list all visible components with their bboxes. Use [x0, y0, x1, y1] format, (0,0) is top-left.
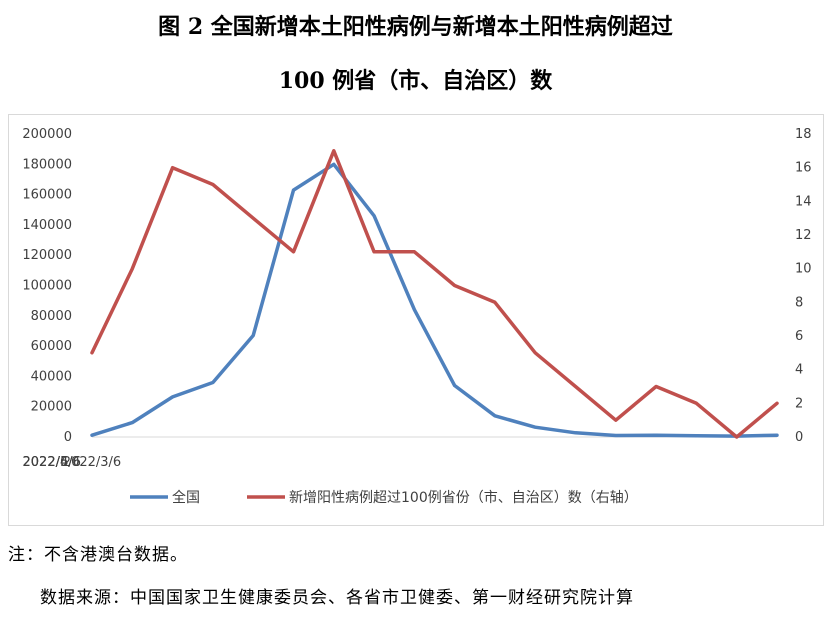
legend-label: 全国 — [172, 489, 200, 506]
x-tick-label: 2022/3/6 — [63, 455, 121, 470]
y-left-tick-label: 200000 — [22, 127, 72, 142]
y-right-tick-label: 6 — [795, 329, 803, 344]
y-left-tick-label: 100000 — [22, 279, 72, 294]
y-right-tick-label: 18 — [795, 127, 812, 142]
data-source: 数据来源：中国国家卫生健康委员会、各省市卫健委、第一财经研究院计算 — [40, 588, 634, 608]
chart-title-line-1: 图 2 全国新增本土阳性病例与新增本土阳性病例超过 — [158, 14, 673, 40]
chart-title-line-2: 100 例省（市、自治区）数 — [278, 68, 553, 94]
y-left-tick-label: 140000 — [22, 218, 72, 233]
y-left-tick-label: 60000 — [31, 339, 72, 354]
y-left-tick-label: 120000 — [22, 248, 72, 263]
y-right-tick-label: 16 — [795, 161, 812, 176]
y-right-tick-label: 4 — [795, 363, 803, 378]
y-left-tick-label: 80000 — [31, 309, 72, 324]
y-left-tick-label: 180000 — [22, 157, 72, 172]
x-tick-label: 2022/4/6 — [23, 455, 81, 470]
chart-area — [8, 114, 824, 526]
y-right-tick-label: 8 — [795, 295, 803, 310]
y-right-tick-label: 12 — [795, 228, 812, 243]
y-left-tick-label: 40000 — [31, 369, 72, 384]
series-line-2 — [90, 149, 779, 439]
y-left-tick-label: 0 — [64, 430, 72, 445]
y-right-tick-label: 0 — [795, 430, 803, 445]
y-right-tick-label: 10 — [795, 262, 812, 277]
x-tick-label: 2022/6/6 — [23, 455, 81, 470]
x-tick-label: 2022/5/6 — [23, 455, 81, 470]
y-left-tick-label: 160000 — [22, 188, 72, 203]
y-left-tick-label: 20000 — [31, 400, 72, 415]
series-line-1 — [90, 162, 779, 438]
legend-label: 新增阳性病例超过100例省份（市、自治区）数（右轴） — [289, 489, 638, 506]
y-right-tick-label: 14 — [795, 194, 812, 209]
y-right-tick-label: 2 — [795, 396, 803, 411]
chart-note: 注：不含港澳台数据。 — [8, 545, 188, 565]
